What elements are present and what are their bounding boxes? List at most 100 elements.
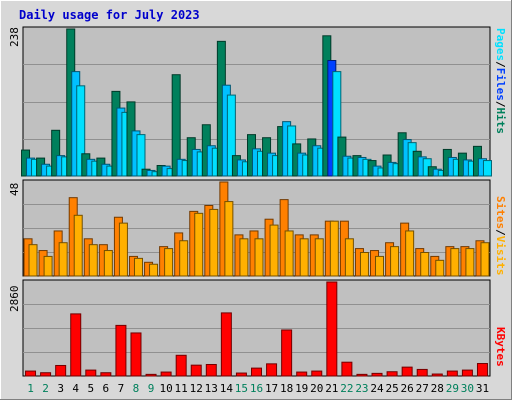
bottom-panel-legend: KBytes [494,327,507,367]
middle-bar-sites-18 [284,230,294,277]
x-tick-label-25: 25 [385,382,399,395]
bottom-bar-kbytes-14 [220,312,232,377]
middle-bar-sites-16 [254,238,264,277]
x-tick-label-12: 12 [189,382,203,395]
bottom-bar-kbytes-13 [205,363,217,377]
x-tick-label-20: 20 [310,382,324,395]
bottom-bar-kbytes-26 [401,366,413,377]
middle-bar-sites-20 [314,238,324,277]
legend-part: Pages [494,28,507,62]
middle-bar-sites-9 [149,263,159,277]
x-tick-label-15: 15 [234,382,249,395]
middle-bar-sites-26 [405,230,415,277]
middle-bar-sites-8 [133,257,143,277]
bottom-bar-kbytes-7 [115,324,127,377]
legend-part: Files [494,67,507,101]
x-tick-label-16: 16 [249,382,264,395]
x-tick-label-17: 17 [264,382,279,395]
x-tick-label-9: 9 [147,382,155,395]
top-panel-ymax-label: 238 [8,27,21,47]
bottom-bar-kbytes-31 [476,363,488,377]
bottom-bar-kbytes-11 [175,354,187,377]
middle-bar-sites-2 [43,255,53,277]
bottom-bar-kbytes-15 [235,372,247,377]
middle-bar-sites-25 [390,246,400,277]
bottom-bar-kbytes-22 [341,361,353,377]
x-tick-label-28: 28 [430,382,444,395]
middle-bar-sites-5 [88,244,98,277]
middle-bar-sites-7 [118,222,128,277]
x-tick-label-29: 29 [445,382,459,395]
x-tick-label-14: 14 [219,382,233,395]
bottom-bar-kbytes-2 [40,372,52,377]
legend-part: / [494,100,507,108]
bottom-bar-kbytes-5 [85,369,97,377]
middle-bar-sites-10 [164,248,174,277]
top-bar-pages-4 [76,85,86,177]
middle-panel-legend: Sites/Visits [494,196,507,276]
bottom-bar-kbytes-21 [326,281,338,377]
chart-title: Daily usage for July 2023 [19,8,200,22]
x-tick-label-11: 11 [174,382,188,395]
middle-bar-sites-19 [299,238,309,277]
bottom-bar-kbytes-9 [145,373,157,377]
bottom-bar-kbytes-1 [25,370,37,377]
middle-bar-sites-15 [239,238,249,277]
middle-bar-sites-12 [194,212,204,277]
x-tick-label-5: 5 [87,382,95,395]
top-panel-legend: Pages/Files/Hits [494,28,507,134]
x-tick-label-21: 21 [325,382,339,395]
bottom-bar-kbytes-23 [356,373,368,377]
x-tick-label-27: 27 [415,382,429,395]
bottom-bar-kbytes-30 [461,369,473,377]
x-tick-label-30: 30 [460,382,475,395]
middle-bar-sites-23 [359,252,369,277]
middle-bar-sites-29 [450,248,460,277]
top-bar-pages-8 [136,134,146,177]
x-tick-label-19: 19 [295,382,309,395]
bottom-bar-kbytes-3 [55,364,67,377]
bottom-bar-kbytes-10 [160,371,172,377]
x-tick-label-1: 1 [27,382,34,395]
x-tick-label-2: 2 [42,382,49,395]
middle-bar-sites-3 [58,242,68,277]
middle-bar-sites-14 [224,201,234,277]
bottom-bar-kbytes-16 [251,367,262,377]
bottom-bar-kbytes-12 [190,364,202,377]
middle-bar-sites-13 [209,208,219,277]
middle-bar-sites-30 [465,248,475,277]
bottom-bar-kbytes-6 [100,372,112,377]
legend-part: Visits [494,235,507,276]
bottom-bar-kbytes-8 [130,332,142,377]
legend-part: Sites [494,196,507,230]
top-bar-pages-14 [226,94,236,177]
x-tick-label-3: 3 [57,382,64,395]
x-tick-label-23: 23 [355,382,369,395]
x-tick-label-10: 10 [159,382,173,395]
middle-bar-sites-4 [73,214,83,277]
legend-part: / [494,229,507,236]
middle-bar-sites-21 [329,220,339,277]
top-bar-hits-11 [171,74,181,177]
bottom-bar-kbytes-27 [416,368,428,377]
top-bar-pages-31 [482,160,492,177]
middle-bar-sites-22 [344,238,354,277]
x-tick-label-6: 6 [102,382,110,395]
middle-panel-ymax-label: 48 [8,182,21,196]
bottom-panel-ymax-label: 2860 [8,285,21,313]
x-tick-label-7: 7 [117,382,125,395]
bottom-bar-kbytes-18 [281,329,293,377]
middle-bar-sites-6 [103,250,113,277]
x-tick-label-22: 22 [340,382,354,395]
x-tick-label-4: 4 [72,382,80,395]
middle-bar-sites-17 [269,224,279,277]
legend-part: / [494,61,507,68]
x-tick-label-8: 8 [132,382,140,395]
bottom-bar-kbytes-29 [446,370,458,377]
bottom-bar-kbytes-4 [70,313,82,377]
bottom-bar-kbytes-25 [386,371,398,377]
legend-part: Hits [494,107,507,135]
middle-bar-sites-28 [435,259,445,277]
middle-bar-sites-31 [480,242,490,277]
